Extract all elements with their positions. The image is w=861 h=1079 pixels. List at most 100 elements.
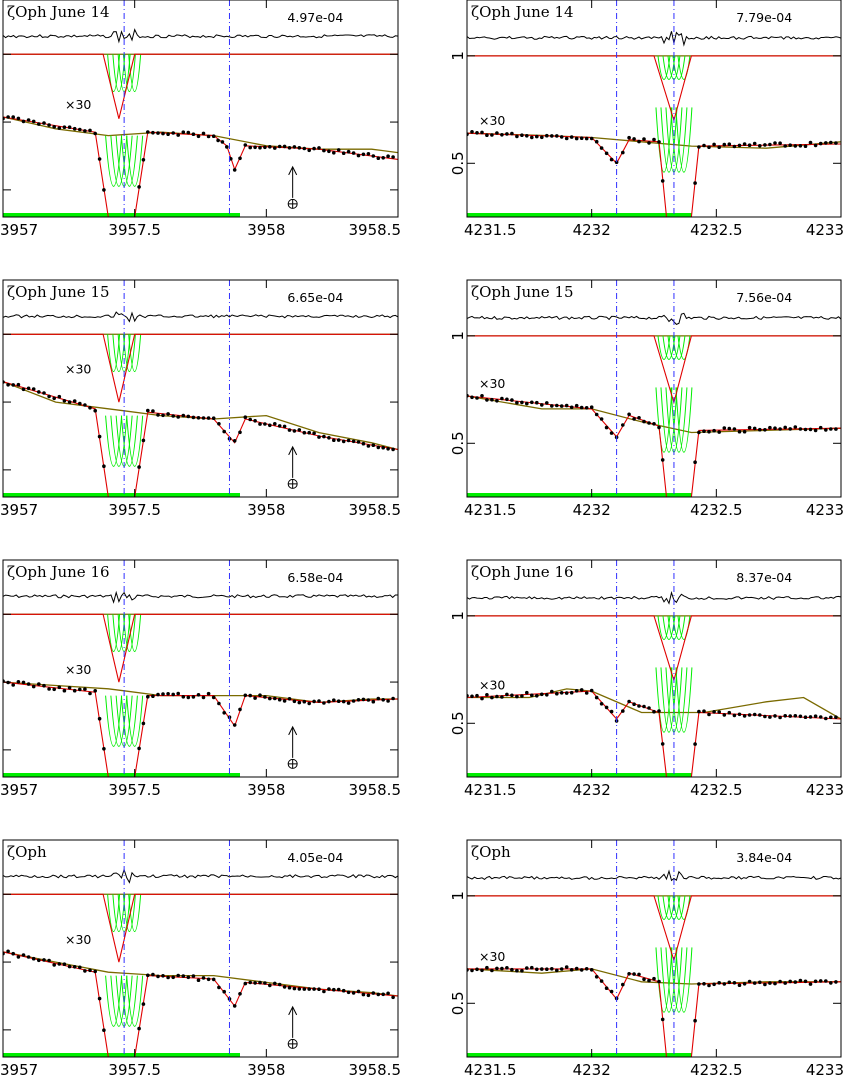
x-tick-label: 3957.5 [108, 221, 161, 239]
noise-label: 7.79e-04 [736, 10, 792, 25]
telluric-arrowhead [288, 725, 298, 736]
data-point [225, 145, 229, 149]
data-point [798, 978, 803, 983]
data-point [21, 119, 26, 124]
x-tick-label: 4233 [806, 781, 844, 799]
data-point [253, 981, 257, 985]
data-point [829, 715, 833, 720]
data-point [322, 148, 326, 153]
data-point [555, 968, 559, 973]
data-point [788, 979, 792, 984]
data-point [93, 408, 97, 413]
panel-frame [2, 839, 399, 1058]
chart-panel: ζOph June 14 4.97e-04 ×30 3957 3957.5 3958 395… [0, 0, 401, 239]
data-point [161, 413, 165, 418]
data-point [693, 742, 697, 746]
data-point [67, 125, 72, 129]
x-tick-label: 4232 [573, 1061, 611, 1079]
data-point [176, 415, 180, 419]
data-point [813, 979, 818, 984]
data-point [693, 460, 697, 465]
scale-label: ×30 [479, 376, 505, 391]
data-point [627, 699, 631, 704]
data-point [594, 412, 599, 417]
data-point [803, 979, 808, 984]
data-point [752, 981, 757, 985]
panel-frame [2, 279, 399, 498]
data-point [366, 993, 371, 998]
data-point [783, 981, 787, 985]
y-tick-label: 1 [0, 609, 3, 619]
component-profile [670, 107, 688, 173]
data-point [351, 699, 356, 703]
data-point [798, 714, 803, 719]
data-point [564, 691, 569, 695]
data-point [758, 980, 762, 985]
data-point [181, 413, 186, 418]
plot-area [3, 280, 398, 497]
data-point [196, 978, 201, 982]
data-point [141, 1002, 146, 1006]
data-point [490, 968, 494, 973]
model-fit [3, 681, 398, 777]
component-profile [126, 975, 144, 1027]
data-point [88, 968, 92, 973]
data-point [727, 426, 732, 431]
data-point [569, 690, 574, 695]
data-point [793, 144, 798, 148]
x-tick-label: 3958 [247, 781, 285, 799]
data-point [6, 115, 10, 119]
data-point [803, 715, 808, 719]
data-point [371, 699, 376, 704]
component-profile [105, 975, 123, 1027]
component-profile [126, 415, 144, 467]
data-point [535, 967, 539, 972]
data-point [26, 682, 31, 686]
model-fit [3, 116, 398, 217]
data-point [220, 140, 225, 144]
data-point [317, 699, 321, 703]
component-profile [112, 894, 126, 932]
x-tick-label: 4233 [806, 501, 844, 519]
data-point [277, 697, 282, 702]
data-point [490, 133, 494, 137]
data-point [621, 982, 625, 987]
data-point [632, 137, 636, 141]
data-point [31, 956, 36, 961]
panel-frame [2, 0, 399, 218]
data-point [652, 976, 656, 981]
data-point [258, 693, 262, 697]
data-point [137, 185, 141, 189]
component-profile [670, 387, 688, 453]
data-point [381, 445, 386, 450]
data-point [707, 983, 711, 988]
data-point [584, 691, 589, 695]
data-point [146, 694, 150, 699]
x-tick-label: 4232.5 [690, 781, 743, 799]
component-profile [110, 975, 128, 1027]
data-point [268, 145, 272, 149]
data-point [621, 150, 625, 155]
data-point [312, 146, 316, 151]
data-point [520, 400, 524, 405]
data-point [371, 991, 376, 995]
data-point [584, 967, 589, 971]
component-profile [655, 667, 673, 733]
data-point [31, 387, 36, 391]
data-point [346, 990, 351, 995]
data-point [505, 966, 509, 970]
data-point [783, 714, 787, 718]
data-point [371, 443, 376, 448]
data-point [161, 131, 165, 136]
data-point [282, 424, 287, 429]
data-point [525, 401, 529, 406]
data-point [515, 134, 519, 139]
component-profile [126, 695, 144, 747]
data-point [161, 692, 165, 696]
data-point [176, 133, 180, 137]
data-point [470, 694, 474, 699]
data-point [21, 387, 26, 392]
plot-area [467, 840, 841, 1057]
data-point [16, 955, 21, 959]
data-point [282, 144, 287, 149]
